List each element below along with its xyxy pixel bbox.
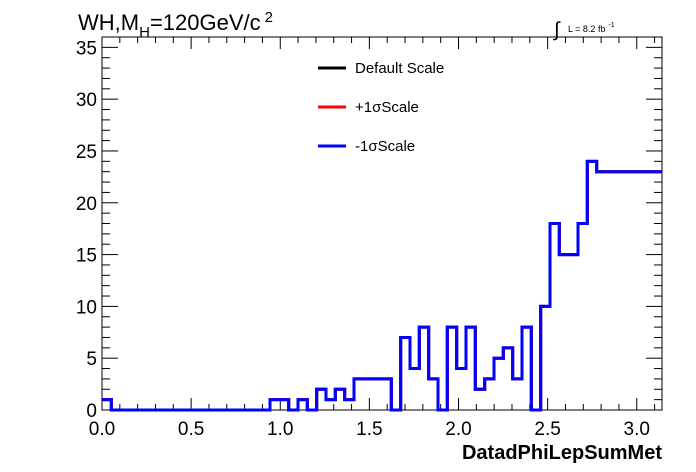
y-tick-label: 5 (86, 349, 97, 370)
chart-title-prefix: WH,M (78, 10, 139, 35)
axis-tick-labels: 0.0 0.5 1.0 1.5 2.0 2.5 3.0 0 5 10 15 20 25 30 35 (76, 38, 650, 440)
y-tick-label: 30 (76, 90, 97, 111)
luminosity-text: L = 8.2 fb -1 (568, 22, 615, 34)
series-line-3 (102, 159, 662, 412)
chart-title-subscript: H (139, 24, 150, 41)
x-tick-label: 3.0 (624, 419, 650, 440)
legend: Default Scale +1σScale -1σScale (318, 60, 444, 155)
luminosity-value: L = 8.2 fb (568, 24, 605, 34)
chart-title: WH,MH=120GeV/c 2 (78, 9, 273, 41)
y-tick-label: 20 (76, 194, 97, 215)
x-tick-label: 2.0 (445, 419, 471, 440)
legend-label: +1σScale (355, 99, 419, 116)
x-tick-label: 2.5 (534, 419, 560, 440)
y-tick-label: 25 (76, 142, 97, 163)
legend-label: Default Scale (355, 60, 444, 77)
luminosity-label: ∫ L = 8.2 fb -1 (553, 19, 615, 41)
x-tick-label: 0.5 (178, 419, 204, 440)
x-tick-label: 1.5 (356, 419, 382, 440)
x-tick-label: 1.0 (267, 419, 293, 440)
y-tick-label: 0 (86, 401, 97, 422)
chart-title-superscript: 2 (265, 9, 273, 26)
integral-symbol: ∫ (553, 19, 561, 41)
axis-ticks (101, 36, 662, 411)
y-tick-label: 15 (76, 246, 97, 267)
x-tick-label: 0.0 (89, 419, 115, 440)
y-tick-label: 35 (76, 38, 97, 59)
x-axis-label: DatadPhiLepSumMet (462, 442, 662, 464)
series-layer (102, 159, 662, 412)
chart-title-middle: =120GeV/c (150, 10, 261, 35)
legend-label: -1σScale (355, 138, 415, 155)
y-tick-label: 10 (76, 297, 97, 318)
luminosity-superscript: -1 (608, 22, 614, 29)
